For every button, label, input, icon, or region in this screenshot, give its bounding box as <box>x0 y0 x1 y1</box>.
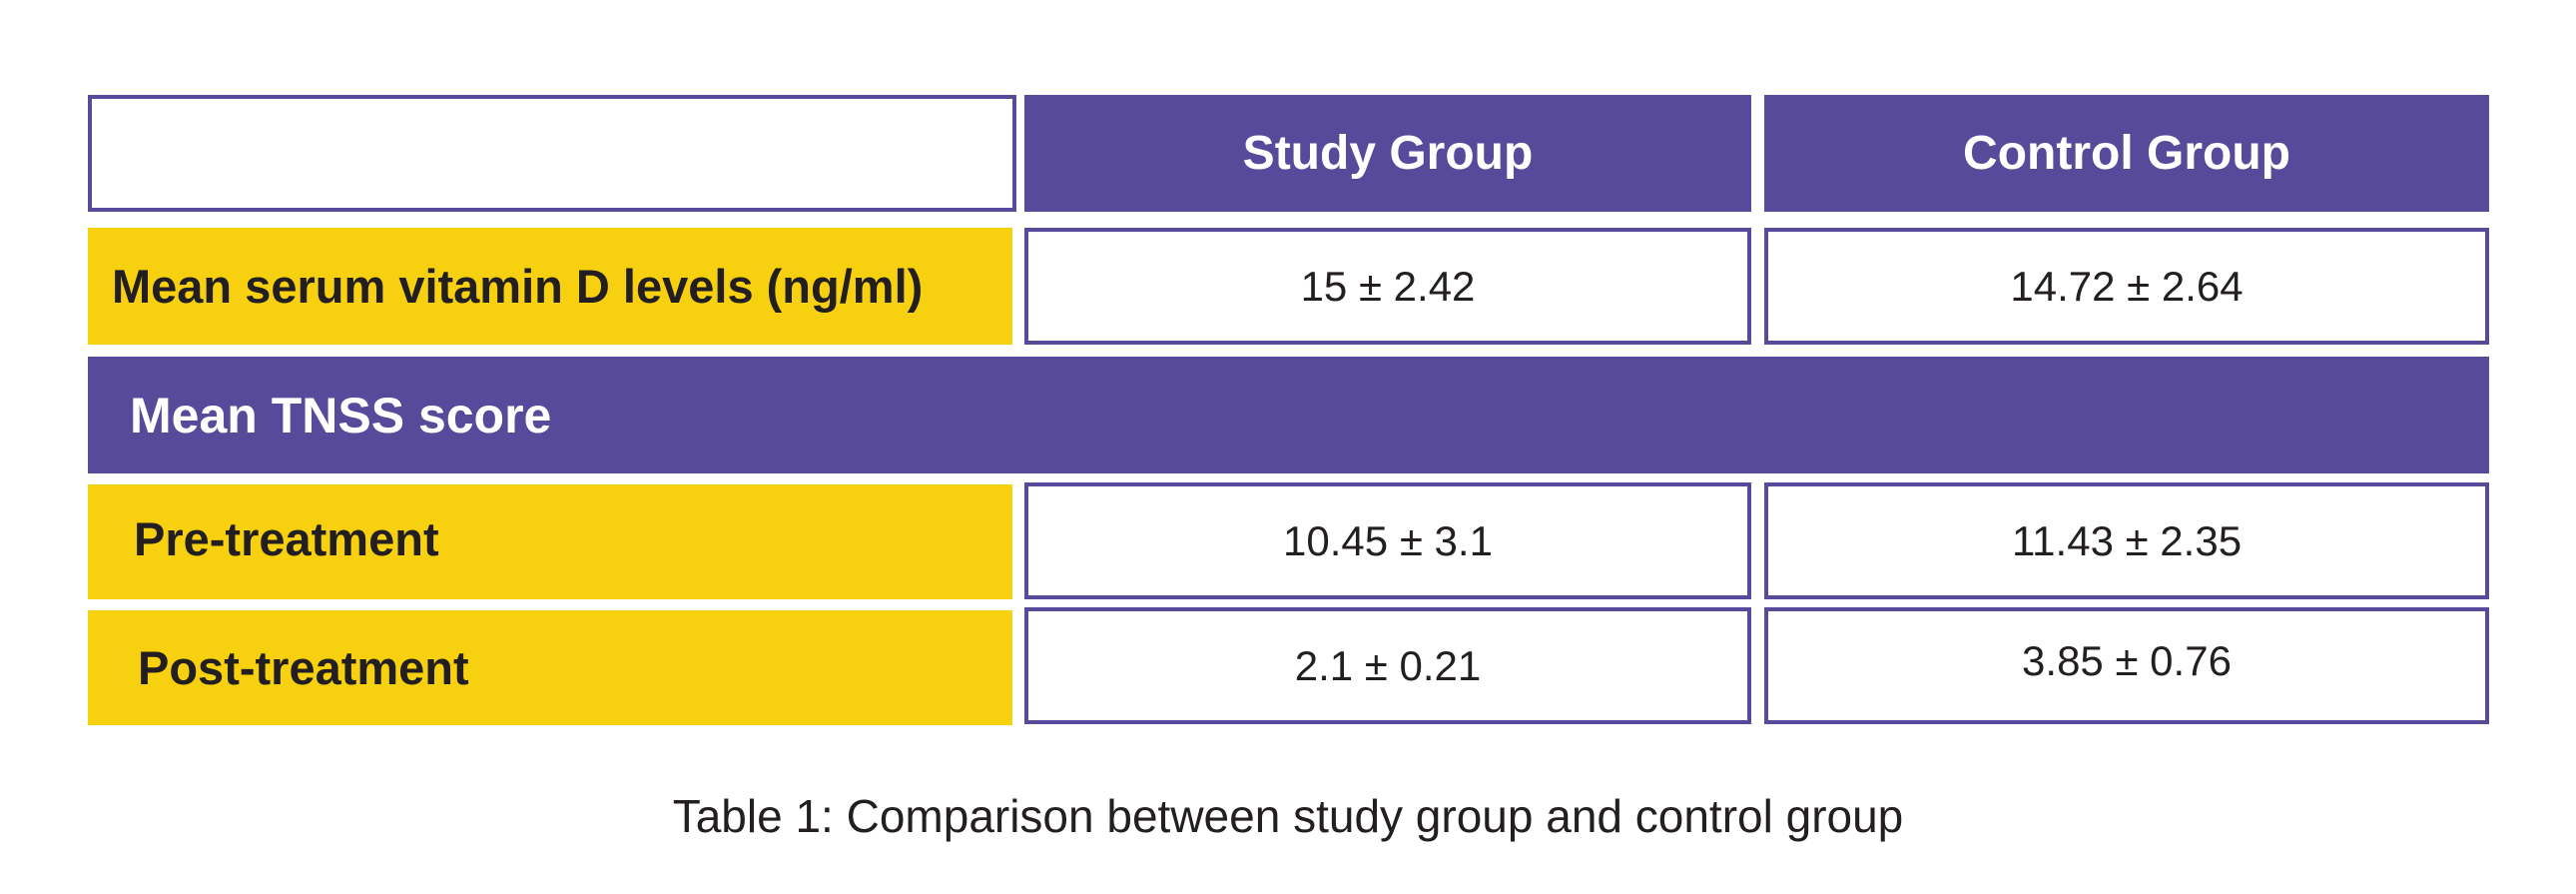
row-label-post-treatment: Post-treatment <box>88 610 1012 725</box>
header-study-group: Study Group <box>1024 95 1751 212</box>
row-label-vitamin-d: Mean serum vitamin D levels (ng/ml) <box>88 228 1012 345</box>
table-caption: Table 1: Comparison between study group … <box>672 790 1904 842</box>
header-control-group: Control Group <box>1764 95 2489 212</box>
row-label-pre-treatment: Pre-treatment <box>88 484 1012 599</box>
pre-treatment-study-value: 10.45 ± 3.1 <box>1024 482 1751 599</box>
post-treatment-study-value: 2.1 ± 0.21 <box>1024 607 1751 724</box>
section-mean-tnss-score: Mean TNSS score <box>88 357 2489 473</box>
vitamin-d-control-value: 14.72 ± 2.64 <box>1764 228 2489 345</box>
post-treatment-control-value: 3.85 ± 0.76 <box>1764 607 2489 724</box>
pre-treatment-control-value: 11.43 ± 2.35 <box>1764 482 2489 599</box>
vitamin-d-study-value: 15 ± 2.42 <box>1024 228 1751 345</box>
header-corner-cell <box>88 95 1016 212</box>
